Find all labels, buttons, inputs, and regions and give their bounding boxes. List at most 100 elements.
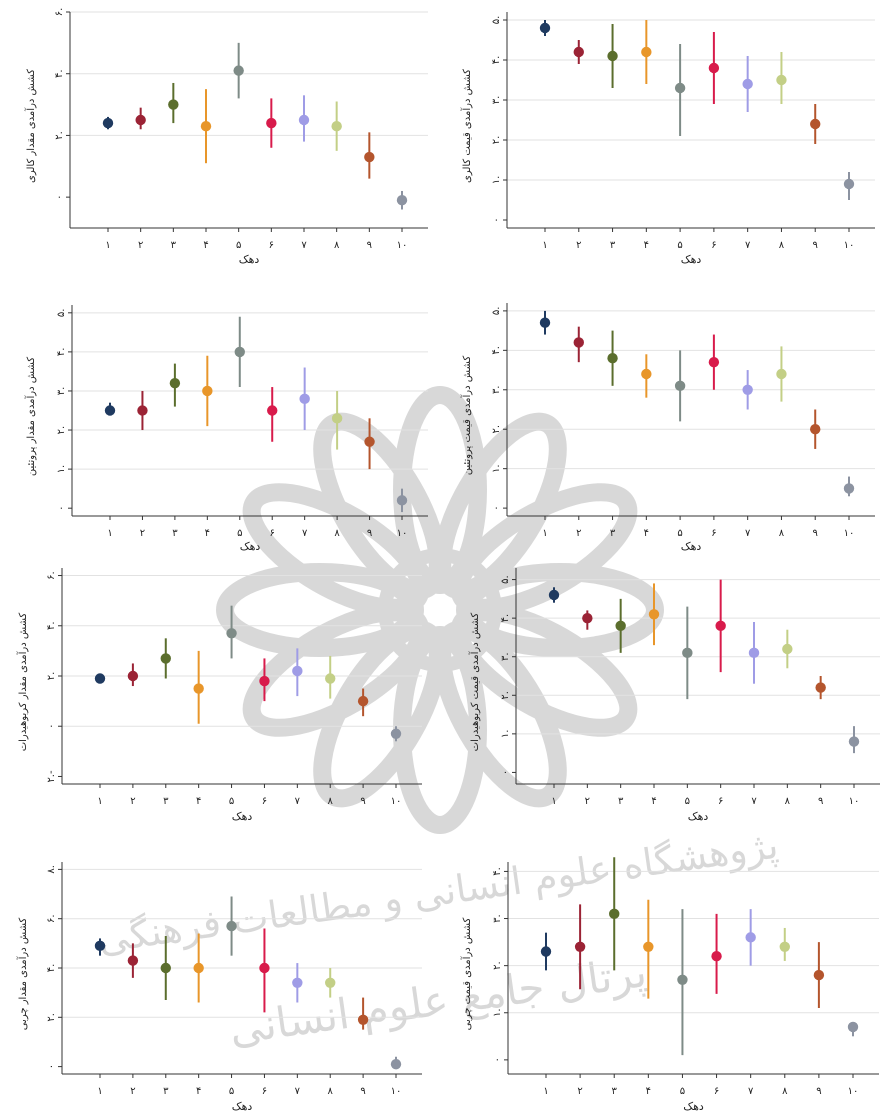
x-tick-label: ۳ [610,240,616,251]
x-tick-label: ۸ [785,796,791,807]
data-point [648,609,660,620]
x-tick-label: ۱۰ [397,528,408,539]
x-tick-label: ۷ [295,796,301,807]
x-tick-label: ۶ [711,528,716,539]
data-point [357,695,369,707]
x-tick-label: ۵ [229,1086,234,1097]
data-point [776,368,787,380]
x-tick-label: ۱۰ [849,796,860,807]
x-axis-label: دهک [232,1100,253,1113]
x-tick-label: ۷ [301,240,307,251]
data-point [104,405,116,416]
y-tick-label: ۲. [491,136,502,145]
x-tick-label: ۱۰ [848,1086,859,1097]
watermark-petal [450,483,638,617]
watermark-petal [450,603,638,737]
panel-6: ۰ ۱. ۲. ۳. ۴. ۵. ۱ ۲ ۳ ۴ ۵ ۶ ۷ ۸ ۹ ۱۰ دهک کشش درآمدی قیمت… [468,568,880,823]
data-point [357,1014,369,1025]
data-point [677,974,688,985]
data-point [708,62,720,74]
x-tick-label: ۸ [334,528,340,539]
x-tick-label: ۲ [130,796,135,807]
data-point [779,941,790,952]
y-axis-label: کشش درآمدی قیمت پروتئین [460,356,473,476]
x-tick-label: ۶ [714,1086,719,1097]
x-tick-label: ۵ [677,240,682,251]
x-tick-label: ۱۰ [397,240,408,251]
y-tick-label: ۵. [491,16,502,25]
y-tick-label: ۴. [500,614,511,623]
y-tick-label: ۶. [54,8,65,17]
x-tick-label: ۸ [779,528,785,539]
data-point [609,908,620,920]
x-tick-label: ۱ [97,1086,102,1097]
y-tick-label: ۴. [492,867,503,876]
data-point [193,962,204,974]
data-point [573,46,584,58]
x-tick-label: ۹ [816,1086,821,1097]
y-tick-label: ۲. [46,672,57,681]
data-point [539,317,551,328]
data-point [782,643,793,655]
x-axis-label: دهک [681,540,702,553]
panel-8: ۰ ۱. ۲. ۳. ۴. ۱ ۲ ۳ ۴ ۵ ۶ ۷ ۸ ۹ ۱۰ دهک کشش درآمدی قیمت چ… [460,857,879,1113]
panel-7: ۰ ۲. ۴. ۶. ۸. ۱ ۲ ۳ ۴ ۵ ۶ ۷ ۸ ۹ ۱۰ دهک کشش درآمدی مقدار … [16,862,422,1113]
y-tick-label: ۰ [500,770,511,775]
x-tick-label: ۹ [813,528,818,539]
data-point [641,46,652,58]
x-tick-label: ۴ [196,1086,201,1097]
data-point [234,346,245,358]
x-axis-label: دهک [240,540,261,553]
data-point [226,920,237,932]
x-tick-label: ۱۰ [844,240,855,251]
x-tick-label: ۱ [542,528,547,539]
x-tick-label: ۶ [262,796,267,807]
data-point [292,977,303,988]
x-tick-label: ۴ [196,796,201,807]
data-point [582,612,593,624]
x-tick-label: ۲ [576,240,581,251]
x-tick-label: ۸ [779,240,785,251]
x-tick-label: ۶ [270,528,275,539]
y-tick-label: ۱. [491,464,502,473]
x-tick-label: ۱ [105,240,110,251]
y-tick-label: ۲. [46,1013,57,1022]
data-point [364,151,375,163]
y-tick-label: ۰ [56,505,67,510]
y-axis-label: کشش درآمدی مقدار پروتئین [24,357,37,477]
x-tick-label: ۶ [269,240,274,251]
data-point [742,384,753,395]
y-tick-label: ۰ [491,217,502,222]
data-point [390,728,402,739]
x-tick-label: ۲ [585,796,590,807]
data-point [331,413,343,424]
data-point [540,946,552,957]
y-axis-label: کشش درآمدی قیمت کربوهیدرات [468,612,481,751]
y-axis-label: کشش درآمدی مقدار چربی [16,917,29,1030]
x-tick-label: ۹ [360,796,365,807]
watermark-petal [433,412,567,600]
data-point [615,620,626,632]
x-tick-label: ۱ [551,796,556,807]
y-tick-label: ۵. [491,307,502,316]
x-tick-label: ۹ [818,796,823,807]
watermark-petal [216,563,424,657]
x-tick-label: ۲ [576,528,581,539]
x-tick-label: ۳ [612,1086,618,1097]
y-tick-label: ۱. [491,176,502,185]
x-tick-label: ۳ [610,528,616,539]
data-point [233,65,244,76]
y-axis-label: کشش درآمدی مقدار کالری [24,69,37,183]
x-tick-label: ۳ [172,528,178,539]
x-tick-label: ۷ [295,1086,301,1097]
y-tick-label: ۲.- [46,770,57,783]
watermark-core [378,548,502,672]
data-point [160,962,171,974]
x-tick-label: ۸ [328,796,334,807]
x-tick-label: ۵ [236,240,241,251]
x-tick-label: ۵ [677,528,682,539]
data-point [815,682,826,693]
y-tick-label: ۰ [491,505,502,510]
